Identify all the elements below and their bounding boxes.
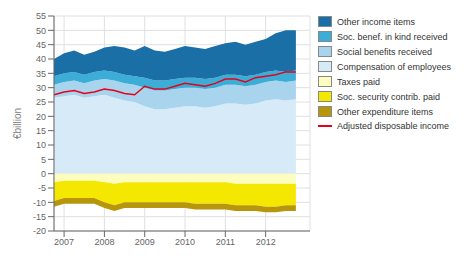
svg-text:45: 45 — [36, 40, 46, 50]
html-text:Other income items: Other income items — [337, 16, 415, 27]
svg-text:2008: 2008 — [94, 237, 114, 247]
svg-text:40: 40 — [36, 54, 46, 64]
svg-text:30: 30 — [36, 83, 46, 93]
svg-text:-10: -10 — [33, 198, 46, 208]
svg-text:0: 0 — [41, 169, 46, 179]
svg-text:25: 25 — [36, 97, 46, 107]
svg-text:€billion: €billion — [12, 108, 23, 139]
svg-text:2007: 2007 — [54, 237, 74, 247]
svg-text:15: 15 — [36, 126, 46, 136]
html-text:Social benefits received: Social benefits received — [337, 46, 433, 57]
svg-text:5: 5 — [41, 155, 46, 165]
html-text:Compensation of employees: Compensation of employees — [337, 61, 452, 72]
svg-text:50: 50 — [36, 26, 46, 36]
svg-text:10: 10 — [36, 140, 46, 150]
html-text:Adjusted disposable income: Adjusted disposable income — [337, 121, 450, 131]
html-text:Soc. benef. in kind received: Soc. benef. in kind received — [337, 31, 448, 42]
html-text:Taxes paid: Taxes paid — [337, 76, 380, 87]
svg-text:-5: -5 — [38, 183, 46, 193]
svg-text:-20: -20 — [33, 226, 46, 236]
html-text:Other expenditure items: Other expenditure items — [337, 106, 433, 117]
svg-text:2010: 2010 — [175, 237, 195, 247]
svg-text:20: 20 — [36, 112, 46, 122]
svg-text:2012: 2012 — [256, 237, 276, 247]
svg-text:35: 35 — [36, 69, 46, 79]
svg-text:55: 55 — [36, 11, 46, 21]
html-text:Soc. security contrib. paid: Soc. security contrib. paid — [337, 91, 441, 102]
svg-text:-15: -15 — [33, 212, 46, 222]
svg-text:2009: 2009 — [135, 237, 155, 247]
svg-text:2011: 2011 — [216, 237, 235, 247]
